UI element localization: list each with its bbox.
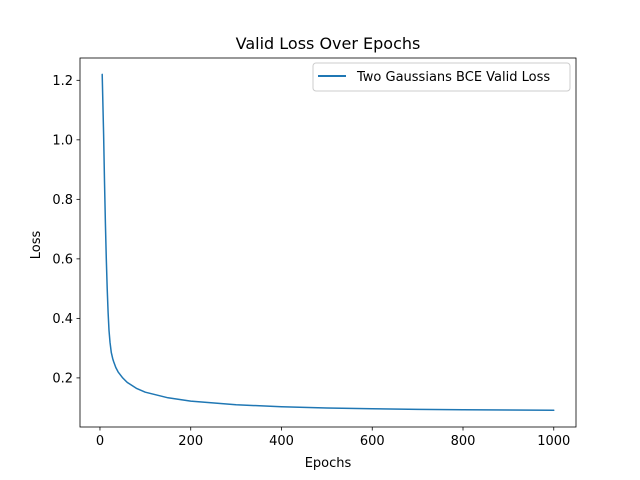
legend: Two Gaussians BCE Valid Loss (312, 62, 571, 92)
x-tick-label: 1000 (537, 434, 570, 449)
x-tick-label: 800 (451, 434, 476, 449)
plot-area: 0 200 400 600 800 1000 0.2 0.4 0.6 0.8 1.0 1.2 (52, 57, 577, 449)
y-tick-label: 0.4 (52, 312, 73, 327)
x-tick-label: 0 (96, 434, 104, 449)
y-tick-label: 0.2 (52, 371, 73, 386)
x-axis-label: Epochs (305, 456, 352, 471)
x-tick-label: 200 (178, 434, 203, 449)
axes-frame (79, 57, 577, 428)
y-axis-label: Loss (29, 231, 44, 260)
x-tick-label: 400 (269, 434, 294, 449)
legend-box (312, 62, 571, 92)
legend-entry-label: Two Gaussians BCE Valid Loss (356, 70, 550, 85)
y-tick-label: 1.0 (52, 133, 73, 148)
series-line-0 (101, 73, 555, 412)
y-tick-label: 0.8 (52, 193, 73, 208)
y-tick-label: 0.6 (52, 252, 73, 267)
x-tick-label: 600 (360, 434, 385, 449)
y-tick-label: 1.2 (52, 74, 73, 89)
chart-title: Valid Loss Over Epochs (236, 34, 421, 53)
